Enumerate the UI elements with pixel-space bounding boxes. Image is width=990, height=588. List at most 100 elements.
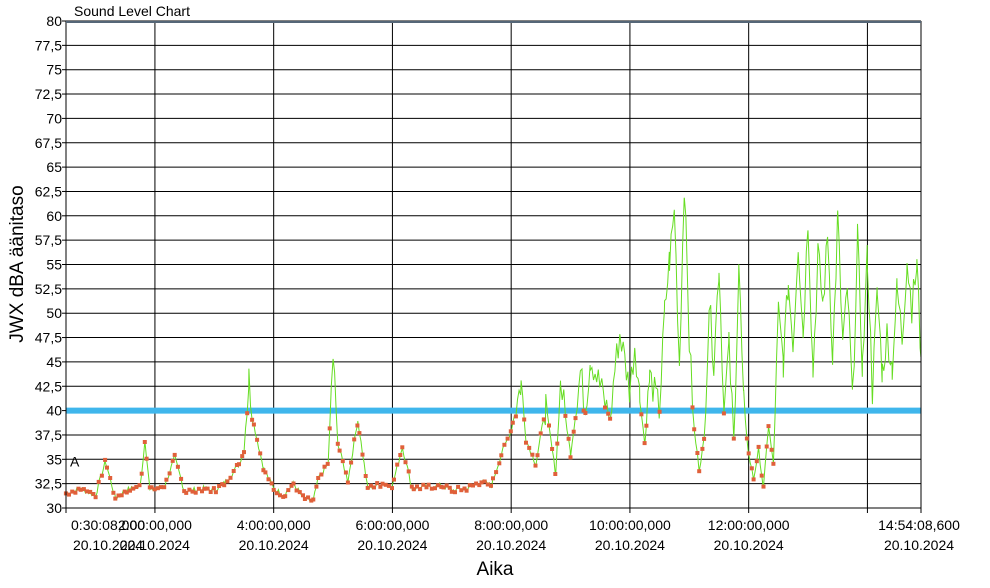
series-markers <box>63 405 776 503</box>
data-point <box>485 482 490 487</box>
data-point <box>124 490 129 495</box>
data-point <box>352 437 357 442</box>
y-tick-label: 37,5 <box>35 427 62 443</box>
data-point <box>325 461 330 466</box>
data-point <box>439 484 444 489</box>
data-point <box>250 417 255 422</box>
data-point <box>764 444 769 449</box>
x-tick-time: 12:00:00,000 <box>708 517 790 533</box>
x-tick-time: 14:54:08,600 <box>878 517 960 533</box>
x-tick-date: 20.10.2024 <box>595 537 665 553</box>
data-point <box>172 452 177 457</box>
data-point <box>134 485 139 489</box>
data-point <box>294 488 299 493</box>
data-point <box>255 437 260 442</box>
data-point <box>343 470 348 475</box>
y-tick-label: 47,5 <box>35 330 62 346</box>
y-tick-label: 30 <box>46 500 62 516</box>
data-point <box>306 495 311 500</box>
data-point <box>228 475 233 480</box>
y-tick-label: 72,5 <box>35 86 62 102</box>
data-point <box>142 440 147 444</box>
data-point <box>337 448 342 453</box>
data-point <box>274 491 279 496</box>
data-point <box>225 479 230 484</box>
data-point <box>340 459 345 464</box>
data-point <box>258 451 263 456</box>
data-point <box>406 469 411 474</box>
data-point <box>271 487 276 492</box>
y-tick-label: 75 <box>46 62 62 78</box>
x-tick-date: 20.10.2024 <box>714 537 784 553</box>
data-point <box>464 488 469 493</box>
data-point <box>471 483 475 488</box>
data-point <box>175 464 180 469</box>
data-point <box>482 479 487 484</box>
data-point <box>731 436 736 441</box>
y-tick-label: 35 <box>46 451 62 467</box>
data-point <box>211 486 216 491</box>
y-tick-label: 45 <box>46 354 62 370</box>
data-point <box>386 483 391 488</box>
data-point <box>378 484 383 489</box>
data-point <box>205 486 210 491</box>
data-point <box>444 483 449 488</box>
y-tick-label: 57,5 <box>35 232 62 248</box>
data-point <box>222 483 227 488</box>
y-tick-label: 62,5 <box>35 183 62 199</box>
x-axis-tick-labels: 0:30:08,000 20.10.2024 2:00:00,000 20.10.20… <box>71 517 960 553</box>
data-point <box>322 464 327 469</box>
data-point <box>286 488 291 493</box>
data-point <box>746 451 751 456</box>
data-point <box>395 462 400 467</box>
data-point <box>761 484 766 489</box>
data-point <box>91 492 96 496</box>
data-point <box>555 441 560 446</box>
data-point <box>99 473 104 478</box>
data-point <box>418 487 423 492</box>
data-point <box>208 490 213 494</box>
data-point <box>697 469 702 474</box>
data-point <box>759 473 764 478</box>
data-point <box>360 452 365 457</box>
data-point <box>111 490 116 495</box>
data-point <box>251 422 256 427</box>
data-point <box>603 405 607 410</box>
data-point <box>462 486 467 491</box>
data-point <box>316 476 321 480</box>
x-tick-date: 20.10.2024 <box>73 537 143 553</box>
data-point <box>415 484 419 489</box>
data-point <box>489 483 493 488</box>
data-point <box>766 424 771 429</box>
y-tick-label: 50 <box>46 305 62 321</box>
data-point <box>73 490 78 495</box>
data-point <box>116 493 121 498</box>
data-point <box>494 470 499 475</box>
y-tick-label: 40 <box>46 403 62 419</box>
data-point <box>700 446 705 451</box>
data-point <box>467 483 472 488</box>
y-tick-label: 42,5 <box>35 378 62 394</box>
data-point <box>573 416 578 421</box>
plot-frame <box>65 21 922 509</box>
y-tick-label: 60 <box>46 208 62 224</box>
data-point <box>459 488 464 493</box>
data-point <box>390 486 394 491</box>
data-point <box>213 490 218 495</box>
data-point <box>301 493 305 498</box>
x-tick-time: 0:30:08,000 <box>71 517 145 533</box>
data-point <box>702 436 707 441</box>
data-point <box>170 458 175 463</box>
data-point <box>508 429 513 434</box>
data-point <box>553 472 558 476</box>
data-point <box>644 423 649 428</box>
data-point <box>245 411 250 416</box>
data-point <box>93 495 98 500</box>
data-point <box>771 461 776 466</box>
data-point <box>398 453 403 457</box>
data-point <box>155 486 160 491</box>
data-point <box>474 481 479 486</box>
x-axis-title: Aika <box>477 559 514 580</box>
data-point <box>81 487 86 492</box>
data-point <box>162 485 167 490</box>
